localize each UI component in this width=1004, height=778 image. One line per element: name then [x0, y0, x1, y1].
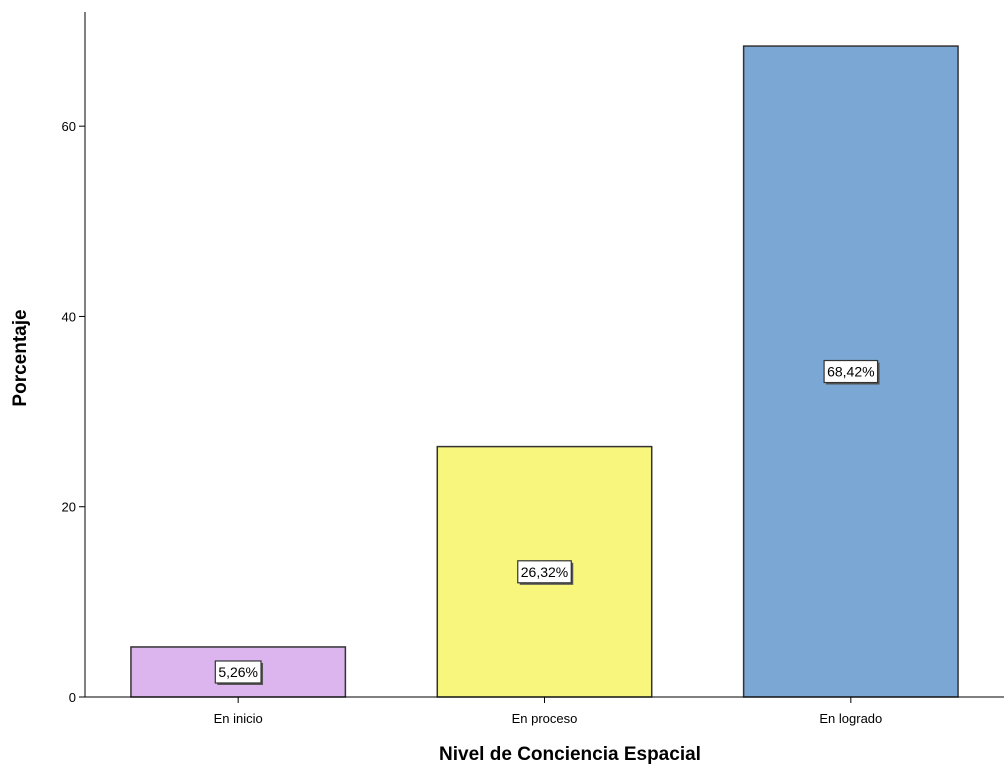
y-tick-label-40: 40 [62, 309, 76, 324]
data-label-box-2 [517, 560, 572, 584]
data-label-1: 5,26% [214, 660, 264, 685]
data-label-3: 68,42% [823, 359, 880, 385]
y-axis-title: Porcentaje [10, 309, 31, 406]
svg-text:26,32%: 26,32% [521, 564, 568, 580]
data-label-box-3 [823, 359, 879, 384]
y-tick-label-0: 0 [69, 690, 76, 705]
data-label-box-1 [214, 660, 262, 684]
svg-text:68,42%: 68,42% [827, 364, 874, 380]
y-tick-label-60: 60 [62, 119, 76, 134]
data-label-2: 26,32% [517, 560, 574, 585]
svg-text:5,26%: 5,26% [218, 664, 258, 680]
x-tick-label-3: En logrado [819, 711, 882, 726]
axes-layer: En inicio En proceso En logrado 0 20 40 60 [62, 12, 1004, 726]
x-tick-label-2: En proceso [512, 711, 578, 726]
data-labels-layer: 5,26% 26,32% 68,42% [214, 359, 880, 685]
x-axis-title: Nivel de Conciencia Espacial [439, 744, 701, 765]
x-tick-label-1: En inicio [214, 711, 263, 726]
y-tick-label-20: 20 [62, 500, 76, 515]
